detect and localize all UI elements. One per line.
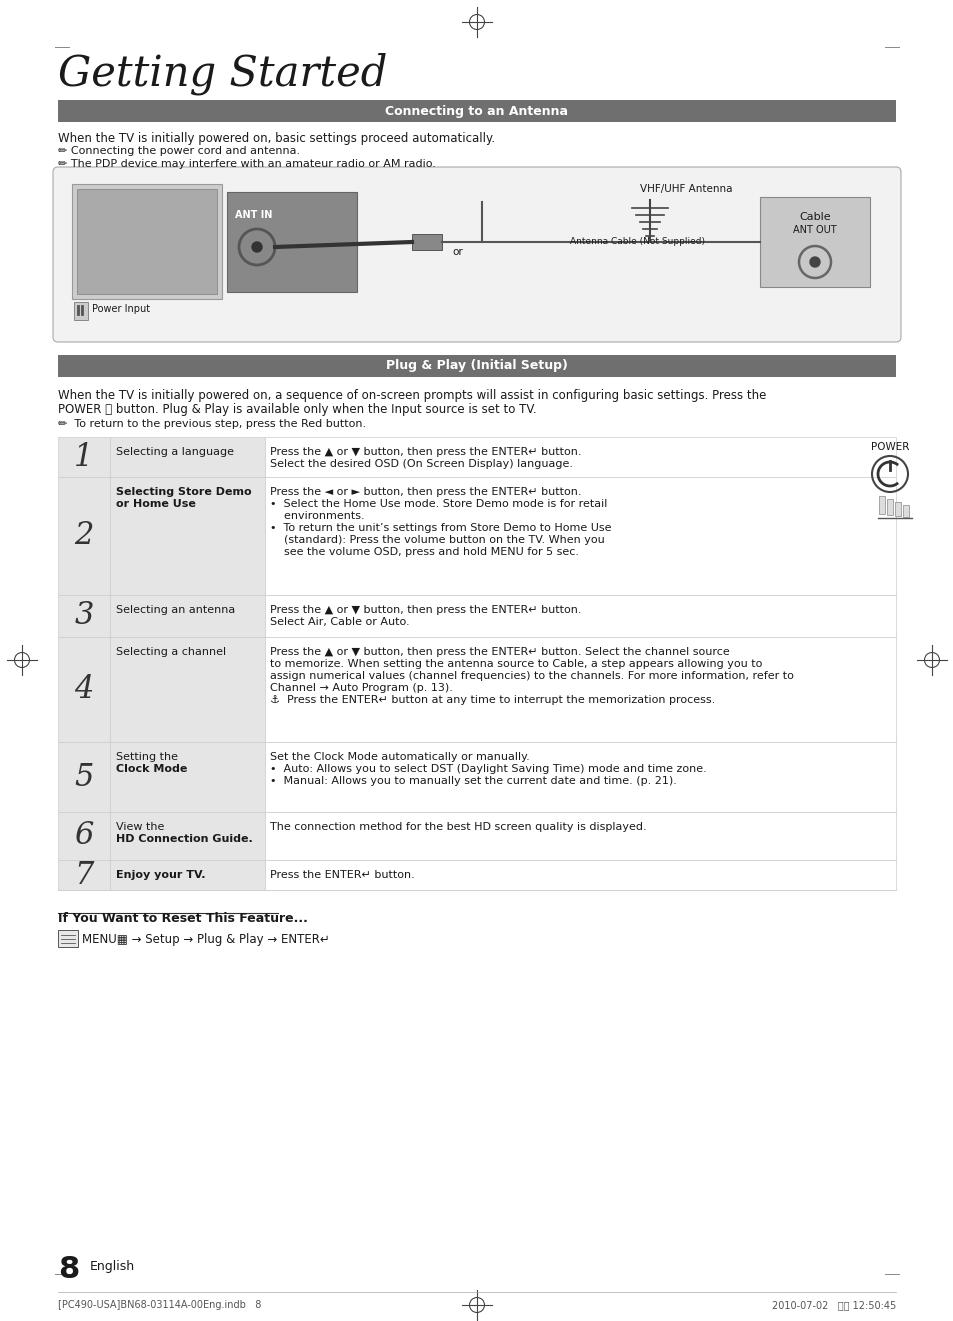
Text: English: English	[90, 1260, 135, 1273]
Text: Select Air, Cable or Auto.: Select Air, Cable or Auto.	[270, 617, 409, 627]
Bar	[58, 437, 110, 477]
Text: or: or	[452, 247, 462, 258]
Text: ⚓  Press the ENTER↵ button at any time to interrupt the memorization process.: ⚓ Press the ENTER↵ button at any time to…	[270, 695, 715, 705]
Text: Selecting a channel: Selecting a channel	[116, 647, 226, 657]
Text: MENU▦ → Setup → Plug & Play → ENTER↵: MENU▦ → Setup → Plug & Play → ENTER↵	[82, 933, 330, 946]
Text: assign numerical values (channel frequencies) to the channels. For more informat: assign numerical values (channel frequen…	[270, 671, 793, 682]
Circle shape	[252, 242, 262, 252]
Bar	[58, 742, 110, 812]
Bar	[58, 594, 110, 637]
Text: Power Input: Power Input	[91, 304, 150, 314]
Text: •  Manual: Allows you to manually set the current date and time. (p. 21).: • Manual: Allows you to manually set the…	[270, 775, 677, 786]
Text: Antenna Cable (Not Supplied): Antenna Cable (Not Supplied)	[569, 236, 704, 246]
Bar	[58, 355, 895, 376]
Text: Channel → Auto Program (p. 13).: Channel → Auto Program (p. 13).	[270, 683, 453, 694]
Text: The connection method for the best HD screen quality is displayed.: The connection method for the best HD sc…	[270, 822, 646, 832]
Text: •  Auto: Allows you to select DST (Daylight Saving Time) mode and time zone.: • Auto: Allows you to select DST (Daylig…	[270, 764, 706, 774]
Text: environments.: environments.	[270, 511, 364, 520]
Text: •  To return the unit’s settings from Store Demo to Home Use: • To return the unit’s settings from Sto…	[270, 523, 611, 532]
Text: 2: 2	[74, 520, 93, 551]
Bar	[902, 505, 908, 517]
Text: or Home Use: or Home Use	[116, 499, 195, 509]
Text: HD Connection Guide.: HD Connection Guide.	[116, 834, 253, 844]
Text: •  Select the Home Use mode. Store Demo mode is for retail: • Select the Home Use mode. Store Demo m…	[270, 499, 607, 509]
Bar	[227, 192, 356, 292]
Text: When the TV is initially powered on, basic settings proceed automatically.: When the TV is initially powered on, bas…	[58, 132, 495, 145]
Bar	[110, 477, 265, 594]
Text: ✏ Connecting the power cord and antenna.: ✏ Connecting the power cord and antenna.	[58, 147, 300, 156]
Text: Press the ▲ or ▼ button, then press the ENTER↵ button.: Press the ▲ or ▼ button, then press the …	[270, 605, 581, 616]
Text: When the TV is initially powered on, a sequence of on-screen prompts will assist: When the TV is initially powered on, a s…	[58, 388, 765, 402]
Bar	[894, 502, 900, 517]
FancyBboxPatch shape	[53, 166, 900, 342]
Bar	[110, 437, 265, 477]
Bar	[58, 860, 110, 890]
Bar	[265, 477, 895, 594]
Text: ANT OUT: ANT OUT	[792, 225, 836, 235]
Bar	[265, 437, 895, 477]
Text: Plug & Play (Initial Setup): Plug & Play (Initial Setup)	[386, 359, 567, 373]
Text: 5: 5	[74, 761, 93, 793]
Text: Set the Clock Mode automatically or manually.: Set the Clock Mode automatically or manu…	[270, 752, 529, 762]
Bar	[265, 637, 895, 742]
Bar	[265, 594, 895, 637]
Bar	[265, 812, 895, 860]
Bar	[760, 197, 869, 287]
Bar	[71, 184, 222, 299]
Bar	[58, 100, 895, 122]
Text: see the volume OSD, press and hold MENU for 5 sec.: see the volume OSD, press and hold MENU …	[270, 547, 578, 557]
Text: POWER ⏻ button. Plug & Play is available only when the Input source is set to TV: POWER ⏻ button. Plug & Play is available…	[58, 403, 536, 416]
Bar	[58, 812, 110, 860]
Text: Enjoy your TV.: Enjoy your TV.	[116, 871, 205, 880]
Text: Clock Mode: Clock Mode	[116, 764, 187, 774]
Bar	[110, 742, 265, 812]
Text: POWER: POWER	[870, 443, 908, 452]
Text: VHF/UHF Antenna: VHF/UHF Antenna	[639, 184, 732, 194]
Text: Selecting an antenna: Selecting an antenna	[116, 605, 235, 616]
Bar	[58, 477, 110, 594]
Bar	[77, 189, 216, 295]
Bar	[110, 594, 265, 637]
Text: 6: 6	[74, 820, 93, 852]
Text: Select the desired OSD (On Screen Display) language.: Select the desired OSD (On Screen Displa…	[270, 458, 573, 469]
Text: Cable: Cable	[799, 211, 830, 222]
Text: ✏ The PDP device may interfere with an amateur radio or AM radio.: ✏ The PDP device may interfere with an a…	[58, 159, 436, 169]
Bar	[110, 812, 265, 860]
Text: Selecting a language: Selecting a language	[116, 446, 233, 457]
Bar	[110, 637, 265, 742]
Text: 1: 1	[74, 441, 93, 473]
Text: [PC490-USA]BN68-03114A-00Eng.indb   8: [PC490-USA]BN68-03114A-00Eng.indb 8	[58, 1300, 261, 1310]
Text: If You Want to Reset This Feature...: If You Want to Reset This Feature...	[58, 911, 308, 925]
Text: View the: View the	[116, 822, 164, 832]
Bar	[412, 234, 441, 250]
Bar	[878, 495, 884, 514]
Text: Press the ENTER↵ button.: Press the ENTER↵ button.	[270, 871, 415, 880]
Text: 8: 8	[58, 1255, 79, 1284]
Text: Press the ▲ or ▼ button, then press the ENTER↵ button.: Press the ▲ or ▼ button, then press the …	[270, 446, 581, 457]
Text: Press the ◄ or ► button, then press the ENTER↵ button.: Press the ◄ or ► button, then press the …	[270, 487, 581, 497]
Text: Setting the: Setting the	[116, 752, 178, 762]
Circle shape	[809, 258, 820, 267]
Text: 3: 3	[74, 601, 93, 631]
Text: (standard): Press the volume button on the TV. When you: (standard): Press the volume button on t…	[270, 535, 604, 546]
Text: Press the ▲ or ▼ button, then press the ENTER↵ button. Select the channel source: Press the ▲ or ▼ button, then press the …	[270, 647, 729, 657]
Text: ANT IN: ANT IN	[234, 210, 273, 221]
Text: Selecting Store Demo: Selecting Store Demo	[116, 487, 252, 497]
Bar	[886, 499, 892, 515]
Text: 2010-07-02   오후 12:50:45: 2010-07-02 오후 12:50:45	[771, 1300, 895, 1310]
Text: to memorize. When setting the antenna source to Cable, a step appears allowing y: to memorize. When setting the antenna so…	[270, 659, 761, 668]
Bar	[265, 860, 895, 890]
Text: 7: 7	[74, 860, 93, 890]
Text: Connecting to an Antenna: Connecting to an Antenna	[385, 104, 568, 118]
Bar	[74, 303, 88, 320]
Bar	[58, 930, 78, 947]
Bar	[265, 742, 895, 812]
Text: ✏  To return to the previous step, press the Red button.: ✏ To return to the previous step, press …	[58, 419, 366, 429]
Text: 4: 4	[74, 674, 93, 705]
Bar	[110, 860, 265, 890]
Text: Getting Started: Getting Started	[58, 53, 387, 95]
Bar	[58, 637, 110, 742]
